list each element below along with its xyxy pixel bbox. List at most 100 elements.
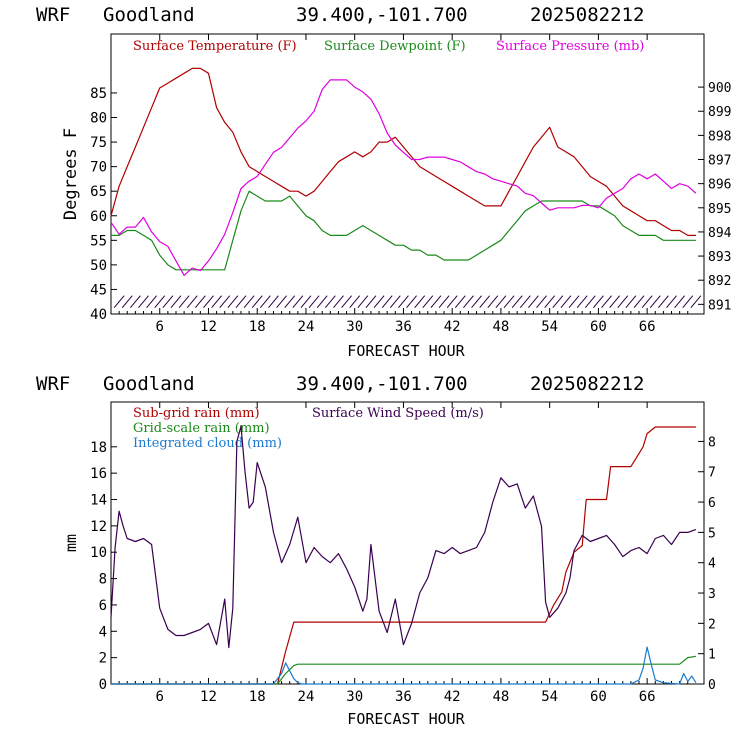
y2-tick-label: 3 (708, 587, 716, 602)
chart1-series (110, 67, 697, 276)
y-tick-label: 40 (90, 307, 107, 323)
wind-barb (446, 295, 458, 309)
wind-barb (641, 295, 653, 309)
wind-barb (113, 295, 125, 309)
wind-barb (528, 295, 539, 309)
y-tick-label: 75 (90, 135, 107, 151)
wind-barb (235, 295, 247, 309)
chart1-header: WRF Goodland 39.400,-101.700 2025082212 (36, 4, 644, 26)
y-tick-label: 60 (90, 209, 107, 225)
wind-barb (471, 295, 482, 309)
chart2-header: WRF Goodland 39.400,-101.700 2025082212 (36, 373, 644, 395)
x-tick-label: 30 (346, 689, 363, 705)
y2-tick-label: 892 (708, 274, 731, 289)
y-tick-label: 80 (90, 111, 107, 127)
x-tick-label: 24 (298, 319, 315, 335)
chart2-latlon: 39.400,-101.700 (296, 373, 468, 395)
wind-barb (487, 295, 499, 309)
y2-tick-label: 8 (708, 435, 716, 450)
chart2-xlabel: FORECAST HOUR (347, 710, 465, 728)
wind-barb (300, 295, 312, 309)
y-tick-label: 14 (90, 493, 107, 509)
wind-barb (138, 295, 149, 309)
chart2-series (110, 425, 697, 685)
wind-barb (357, 295, 369, 309)
y-tick-label: 50 (90, 258, 107, 274)
y2-tick-label: 7 (708, 466, 716, 481)
wind-barb (479, 295, 491, 309)
wind-barb (211, 295, 222, 309)
wind-barb (657, 295, 669, 309)
chart1-legend-pressure: Surface Pressure (mb) (496, 39, 644, 54)
x-tick-label: 6 (156, 689, 164, 705)
wind-barb (576, 295, 588, 309)
x-tick-label: 36 (395, 319, 412, 335)
wind-barb (674, 295, 686, 309)
y2-tick-label: 898 (708, 129, 731, 144)
wind-barb (333, 295, 344, 309)
y-tick-label: 85 (90, 86, 107, 102)
wind-barb (146, 295, 158, 309)
chart1-wind-barbs (113, 295, 702, 309)
wind-barb (398, 295, 409, 309)
wind-barb (544, 295, 556, 309)
wind-barb (422, 295, 434, 309)
wind-barb (414, 295, 426, 309)
y2-tick-label: 897 (708, 154, 731, 169)
wind-barb (381, 295, 393, 309)
chart2-legend-cloud: Integrated cloud (mm) (133, 436, 282, 451)
chart2-station: Goodland (103, 373, 195, 395)
wind-barb (259, 295, 271, 309)
wind-barb (243, 295, 255, 309)
y-tick-label: 65 (90, 184, 107, 200)
wind-barb (365, 295, 377, 309)
wind-barb (438, 295, 450, 309)
chart1-axes: 6 12 18 24 30 36 42 48 54 60 66 40 45 50 55 60 65 70 75 80 8… (90, 34, 732, 335)
wind-barb (316, 295, 328, 309)
chart2-model: WRF (36, 373, 70, 395)
wind-barb (186, 295, 198, 309)
y2-tick-label: 891 (708, 298, 731, 313)
series-line-grid-scale-rain-mm (111, 655, 696, 685)
wind-barb (170, 295, 182, 309)
x-tick-label: 18 (249, 689, 266, 705)
series-line-integrated-cloud-mm (111, 646, 697, 685)
wind-barb (609, 295, 621, 309)
wind-barb (373, 295, 385, 309)
wind-barb (276, 295, 287, 309)
y2-tick-label: 1 (708, 648, 716, 663)
series-line-surface-pressure-mb (110, 79, 697, 276)
wind-barb (617, 295, 629, 309)
y2-tick-label: 900 (708, 81, 731, 96)
chart1-plot-frame (110, 33, 705, 315)
wind-barb (121, 295, 133, 309)
wind-barb (682, 295, 694, 309)
y-tick-label: 45 (90, 282, 107, 298)
y-tick-label: 16 (90, 466, 107, 482)
chart1-legend-temp: Surface Temperature (F) (133, 39, 297, 54)
wind-barb (593, 295, 604, 309)
y-tick-label: 55 (90, 233, 107, 249)
wind-barb (129, 295, 141, 309)
wind-barb (560, 295, 572, 309)
chart1-model: WRF (36, 4, 70, 26)
x-tick-label: 60 (590, 689, 607, 705)
chart1-legend-dewpoint: Surface Dewpoint (F) (324, 39, 466, 54)
x-tick-label: 18 (249, 319, 266, 335)
series-line-sub-grid-rain-mm (111, 426, 696, 685)
wind-barb (463, 295, 474, 309)
wind-barb (324, 295, 336, 309)
y2-tick-label: 899 (708, 105, 731, 120)
wind-barb (503, 295, 515, 309)
chart2-legend-subgrid: Sub-grid rain (mm) (133, 406, 260, 421)
y-tick-label: 8 (99, 572, 107, 588)
chart1-ylabel: Degrees F (61, 128, 81, 220)
x-tick-label: 30 (346, 319, 363, 335)
y-tick-label: 0 (99, 677, 107, 693)
chart1-latlon: 39.400,-101.700 (296, 4, 468, 26)
x-tick-label: 24 (298, 689, 315, 705)
y2-tick-label: 5 (708, 526, 716, 541)
wind-barb (666, 295, 677, 309)
y2-tick-label: 894 (708, 226, 732, 241)
